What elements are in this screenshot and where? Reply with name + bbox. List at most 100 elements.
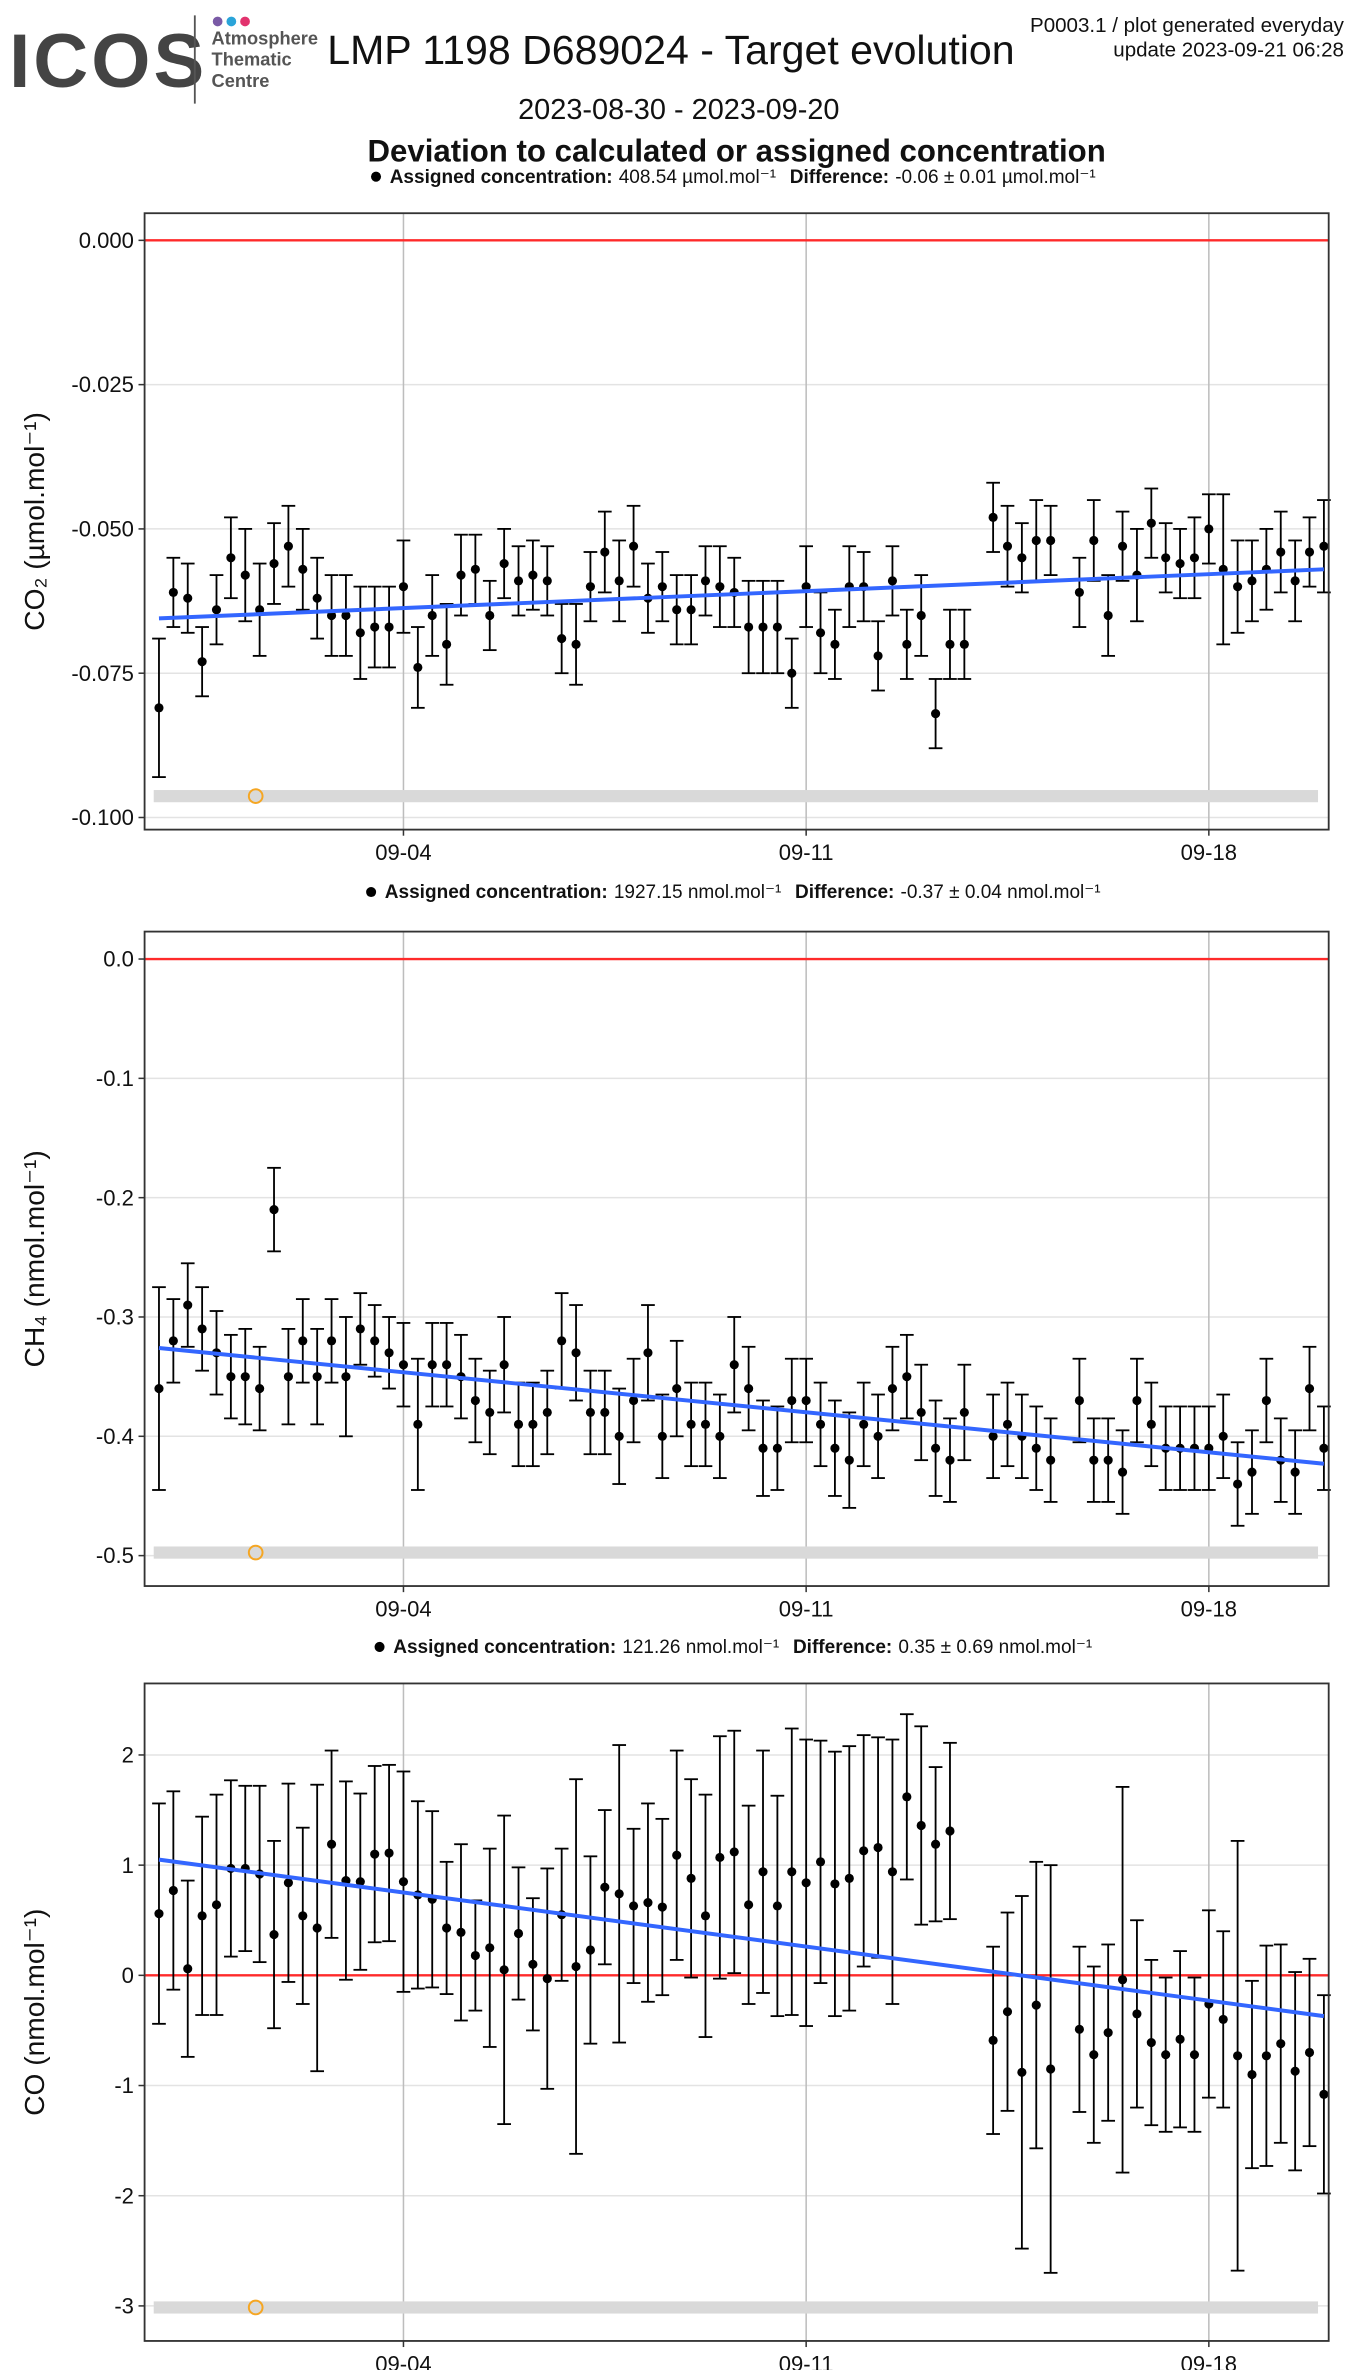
data-point [255, 1384, 265, 1394]
data-point [715, 582, 725, 592]
trend-line [158, 567, 1324, 621]
data-point [240, 570, 250, 580]
data-point [427, 1360, 437, 1370]
data-point [154, 1384, 164, 1394]
y-tick-label: 0.0 [103, 947, 134, 972]
data-point [528, 1419, 538, 1429]
x-tick-label: 09-04 [375, 840, 431, 865]
data-point [657, 1902, 667, 1912]
data-point [413, 662, 423, 673]
y-tick-label: -1 [114, 2073, 134, 2098]
data-point [873, 1431, 883, 1441]
data-point [557, 634, 567, 644]
data-point [1304, 1384, 1315, 1394]
y-tick-label: -0.025 [71, 372, 134, 397]
data-point [772, 622, 782, 632]
legend-text: -0.37 ± 0.04 nmol.mol⁻¹ [900, 882, 1100, 903]
panel: -3 -2 -1 0 1 2 09-04 09-11 09-18 CO (nmol.mol⁻¹) A… [19, 1637, 1331, 2370]
legend-text: Difference: [790, 167, 889, 188]
data-point [1103, 2028, 1113, 2038]
note: P0003.1 / plot generated everyday [1030, 14, 1345, 37]
data-point [398, 1877, 409, 1887]
data-point [1146, 518, 1156, 528]
data-point [1247, 1467, 1257, 1477]
logo-dot [226, 16, 237, 27]
data-point [470, 1395, 480, 1406]
data-point [844, 1873, 854, 1883]
data-point [859, 1846, 869, 1856]
plot-area [144, 931, 1329, 1587]
data-point [557, 1336, 567, 1346]
data-point [269, 1930, 279, 1940]
data-point [485, 1943, 495, 1953]
y-tick-label: -0.100 [71, 805, 134, 830]
logo: ICOS [9, 19, 207, 104]
x-tick-label: 09-04 [375, 2351, 431, 2370]
plot-area [144, 213, 1329, 830]
trend-line [158, 1346, 1325, 1466]
data-point [1319, 541, 1329, 551]
data-point [614, 1431, 624, 1441]
data-point [657, 582, 667, 592]
data-point [1261, 1395, 1271, 1406]
data-point [686, 605, 696, 615]
data-point [988, 512, 998, 522]
data-point [1319, 2089, 1329, 2099]
data-point [945, 1826, 955, 1836]
data-point [1161, 553, 1171, 563]
data-point [1117, 1467, 1128, 1477]
data-point [456, 570, 466, 580]
data-point [1204, 524, 1214, 534]
data-point [298, 1911, 308, 1921]
data-point [729, 1847, 739, 1857]
heading: Deviation to calculated or assigned conc… [367, 133, 1105, 168]
data-point [370, 1849, 380, 1859]
logo-line: Atmosphere [212, 27, 318, 48]
x-tick-label: 09-04 [375, 1596, 431, 1621]
data-point [470, 1950, 480, 1961]
data-point [255, 605, 265, 615]
data-point [326, 1839, 337, 1849]
data-point [772, 1443, 782, 1453]
x-tick-label: 09-18 [1181, 2351, 1237, 2370]
legend-marker [374, 1641, 385, 1652]
data-point [168, 1885, 178, 1896]
data-point [298, 564, 308, 574]
data-point [283, 541, 293, 551]
data-point [1002, 1419, 1013, 1429]
data-point [499, 558, 509, 569]
data-point [887, 1867, 898, 1877]
data-point [902, 639, 912, 649]
data-point [672, 1384, 682, 1394]
y-tick-label: -0.3 [96, 1305, 134, 1330]
legend-text: Assigned concentration: [393, 1637, 616, 1658]
data-point [916, 610, 926, 621]
legend-text: 1927.15 nmol.mol⁻¹ [614, 882, 782, 903]
status-marker [247, 1544, 264, 1561]
data-point [1218, 1431, 1228, 1441]
data-point [916, 1407, 926, 1418]
data-point [1218, 2014, 1228, 2024]
data-point [355, 1877, 365, 1887]
data-point [312, 593, 322, 603]
data-point [211, 605, 222, 615]
data-point [312, 1923, 322, 1933]
legend-text: 121.26 nmol.mol⁻¹ [622, 1637, 779, 1658]
data-point [629, 1395, 639, 1406]
data-point [600, 1407, 610, 1418]
data-point [1261, 2051, 1271, 2061]
y-tick-label: -0.1 [96, 1066, 134, 1091]
data-point [887, 576, 898, 586]
data-point [341, 610, 351, 621]
data-point [988, 1431, 998, 1441]
x-tick-label: 09-18 [1181, 840, 1237, 865]
legend: Assigned concentration: 1927.15 nmol.mol⁻… [385, 882, 1101, 903]
status-marker [247, 788, 264, 804]
data-point [686, 1419, 696, 1429]
data-point [614, 1889, 624, 1899]
data-point [1175, 2034, 1185, 2044]
data-point [370, 622, 380, 632]
data-point [758, 1867, 768, 1877]
data-point [830, 1443, 840, 1453]
